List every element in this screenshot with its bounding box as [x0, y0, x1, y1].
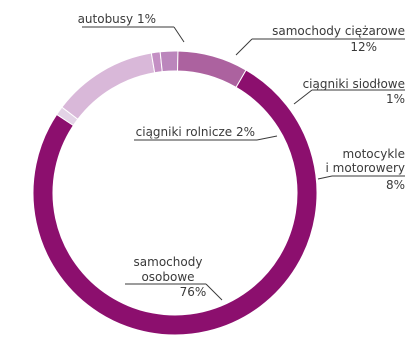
- slice-value-label-2: 12%: [350, 40, 377, 54]
- slice-value-label-3: 1%: [386, 92, 405, 106]
- leader-line-2: [235, 38, 253, 56]
- slice-label-5-line-1: i motorowery: [326, 161, 405, 175]
- leader-line-5: [317, 175, 333, 180]
- slice-4: [159, 50, 179, 73]
- leader-line-1: [173, 26, 185, 43]
- slice-label-1-line-0: autobusy 1%: [78, 12, 156, 26]
- slice-label-0-line-1: osobowe: [141, 270, 194, 284]
- slice-label-4-line-0: ciągniki rolnicze 2%: [136, 125, 255, 139]
- slice-value-label-0: 76%: [180, 285, 207, 299]
- slice-5: [177, 50, 247, 89]
- slice-2: [61, 52, 156, 120]
- slice-label-5-line-0: motocykle: [343, 147, 405, 161]
- slice-value-label-5: 8%: [386, 178, 405, 192]
- donut-slices: [32, 50, 318, 336]
- leader-line-4: [256, 135, 278, 141]
- slice-label-2-line-0: samochody ciężarowe: [272, 24, 405, 38]
- slice-0: [32, 69, 318, 336]
- slice-label-0-line-0: samochody: [134, 255, 203, 269]
- slice-label-3-line-0: ciągniki siodłowe: [303, 77, 405, 91]
- leader-line-3: [293, 89, 313, 105]
- leader-line-0: [205, 283, 223, 301]
